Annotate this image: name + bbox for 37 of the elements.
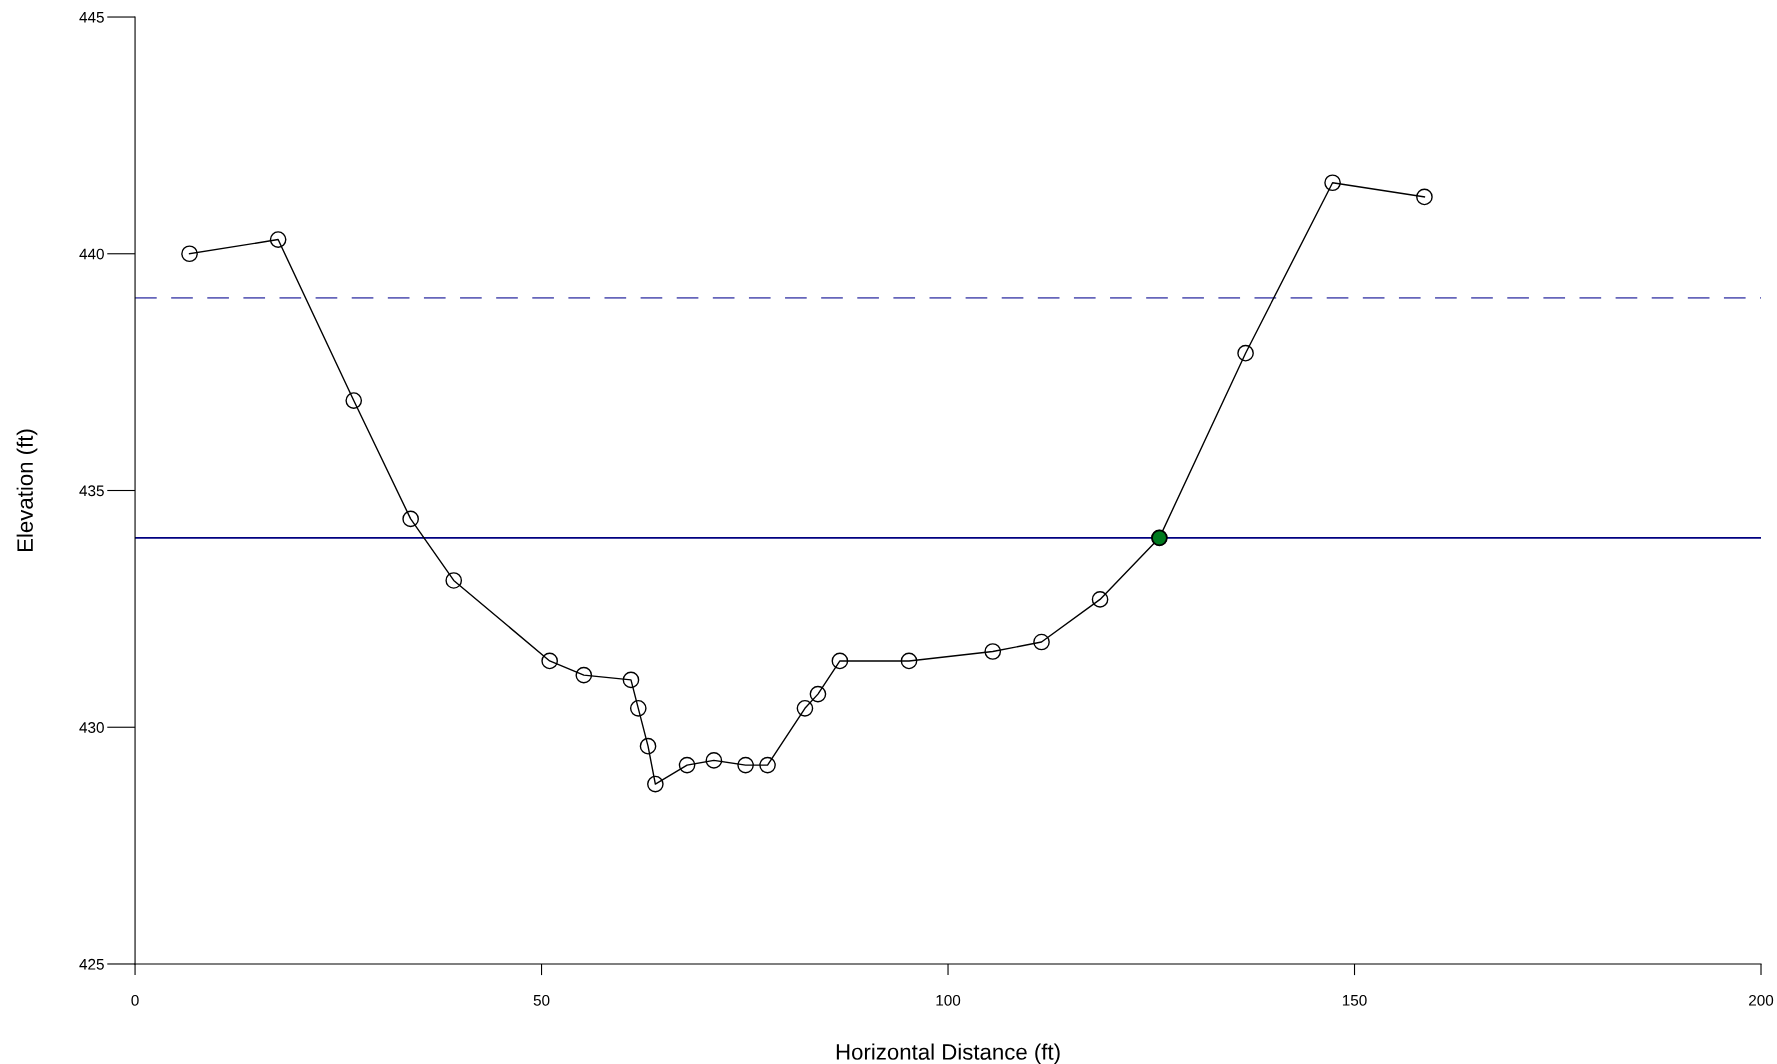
point	[1033, 633, 1050, 651]
y-tick-label: 425	[79, 958, 104, 970]
y-axis-title: Elevation (ft)	[16, 429, 38, 552]
point	[831, 652, 849, 670]
point	[737, 756, 754, 774]
point	[900, 652, 918, 670]
x-tick-label: 50	[533, 994, 550, 1006]
point	[181, 245, 198, 263]
point	[639, 737, 657, 755]
point	[445, 572, 463, 589]
point	[647, 775, 664, 793]
point	[1237, 344, 1254, 362]
x-tick-label: 150	[1342, 994, 1367, 1006]
point	[629, 699, 647, 717]
point	[809, 685, 827, 703]
point	[622, 671, 640, 689]
y-tick-label: 445	[79, 12, 104, 23]
point	[678, 756, 696, 774]
y-tick-label: 435	[79, 485, 104, 497]
x-tick-label: 200	[1749, 994, 1774, 1006]
y-tick-label: 440	[79, 248, 104, 260]
point	[796, 699, 814, 717]
x-axis-title: Horizontal Distance (ft)	[836, 1043, 1060, 1064]
x-tick-label: 100	[936, 994, 961, 1006]
point	[402, 510, 419, 528]
point	[345, 392, 363, 409]
y-tick-label: 430	[79, 722, 104, 733]
point	[541, 652, 559, 670]
x-tick-label: 0	[131, 994, 139, 1006]
point	[1416, 188, 1433, 206]
point	[269, 231, 287, 248]
point	[575, 666, 593, 684]
point	[984, 643, 1002, 660]
point	[1324, 174, 1341, 192]
point	[705, 752, 723, 769]
point	[759, 756, 776, 774]
point	[1091, 591, 1109, 608]
